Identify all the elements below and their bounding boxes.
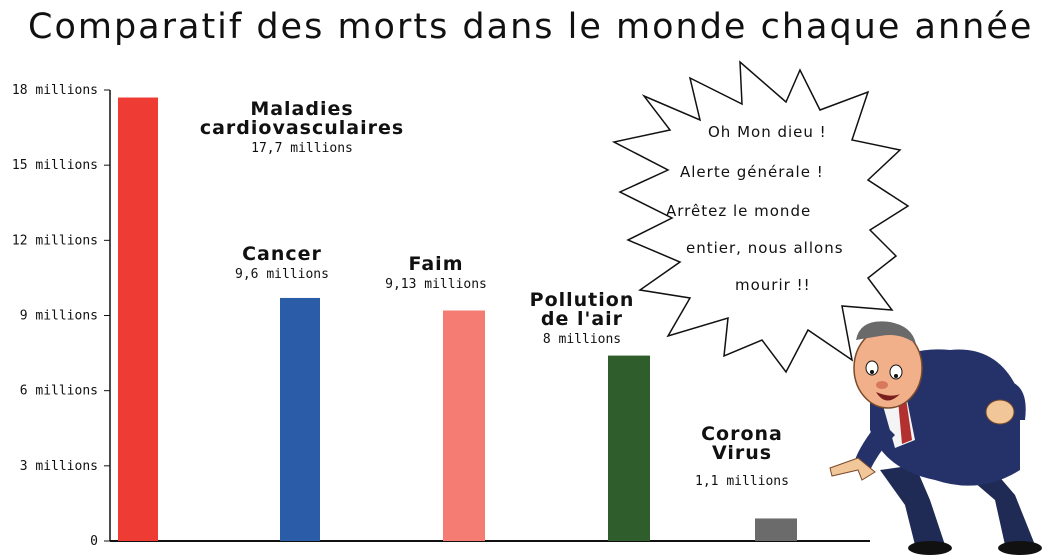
y-tick-label: 15 millions (12, 158, 98, 173)
bar (280, 297, 320, 541)
bars (118, 97, 797, 542)
panicked-man-pointing-icon (829, 321, 1042, 555)
bar-value-label: 8 millions (543, 332, 621, 347)
y-axis: 0 3 millions 6 millions 9 millions 12 millio… (12, 83, 110, 549)
y-tick-label: 3 millions (20, 459, 98, 474)
bar-category-label: Pollution (530, 289, 635, 311)
bar (443, 310, 485, 541)
bar-value-label: 9,6 millions (235, 267, 329, 282)
bar-category-label: cardiovasculaires (200, 117, 404, 139)
chart-title: Comparatif des morts dans le monde chaqu… (28, 7, 1033, 47)
bar (608, 355, 650, 541)
y-tick-label: 9 millions (20, 309, 98, 324)
y-tick-label: 0 (90, 534, 98, 549)
bar-category-label: Corona (701, 423, 783, 445)
bar-category-label: Faim (409, 253, 464, 275)
bubble-line-1: Oh Mon dieu ! (708, 123, 827, 141)
bar-category-label: Virus (712, 442, 772, 464)
bubble-line-2: Alerte générale ! (680, 163, 824, 181)
bar-value-label: 17,7 millions (251, 141, 353, 156)
y-tick-label: 18 millions (12, 83, 98, 98)
bubble-shape (611, 60, 910, 374)
bar-value-label: 9,13 millions (385, 277, 487, 292)
y-tick-label: 6 millions (20, 384, 98, 399)
bar-category-label: Maladies (250, 98, 353, 120)
bar (755, 518, 797, 541)
bar (118, 97, 158, 542)
y-tick-label: 12 millions (12, 233, 98, 248)
bubble-line-4: entier, nous allons (686, 239, 844, 257)
bar-category-label: de l'air (541, 308, 623, 330)
bubble-line-5: mourir !! (735, 276, 811, 294)
bubble-line-3: Arrêtez le monde (666, 202, 811, 220)
bar-category-label: Cancer (242, 243, 322, 265)
bar-value-label: 1,1 millions (695, 474, 789, 489)
speech-bubble: Oh Mon dieu ! Alerte générale ! Arrêtez … (611, 60, 910, 374)
